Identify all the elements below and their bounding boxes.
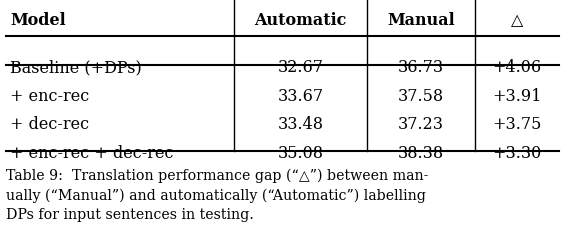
Text: +3.75: +3.75 [492, 116, 542, 133]
Text: 37.58: 37.58 [398, 88, 444, 105]
Text: + enc-rec: + enc-rec [10, 88, 89, 105]
Text: Baseline (+DPs): Baseline (+DPs) [10, 59, 142, 76]
Text: Automatic: Automatic [254, 12, 347, 30]
Text: △: △ [511, 12, 523, 30]
Text: 37.23: 37.23 [398, 116, 444, 133]
Text: 35.08: 35.08 [278, 145, 324, 162]
Text: +3.30: +3.30 [492, 145, 542, 162]
Text: +3.91: +3.91 [492, 88, 542, 105]
Text: +4.06: +4.06 [492, 59, 542, 76]
Text: 33.48: 33.48 [278, 116, 324, 133]
Text: Manual: Manual [387, 12, 455, 30]
Text: 38.38: 38.38 [398, 145, 444, 162]
Text: + enc-rec + dec-rec: + enc-rec + dec-rec [10, 145, 174, 162]
Text: Table 9:  Translation performance gap (“△”) between man-
ually (“Manual”) and au: Table 9: Translation performance gap (“△… [6, 169, 428, 221]
Text: Model: Model [10, 12, 66, 30]
Text: 32.67: 32.67 [278, 59, 324, 76]
Text: 36.73: 36.73 [398, 59, 444, 76]
Text: + dec-rec: + dec-rec [10, 116, 89, 133]
Text: 33.67: 33.67 [278, 88, 324, 105]
